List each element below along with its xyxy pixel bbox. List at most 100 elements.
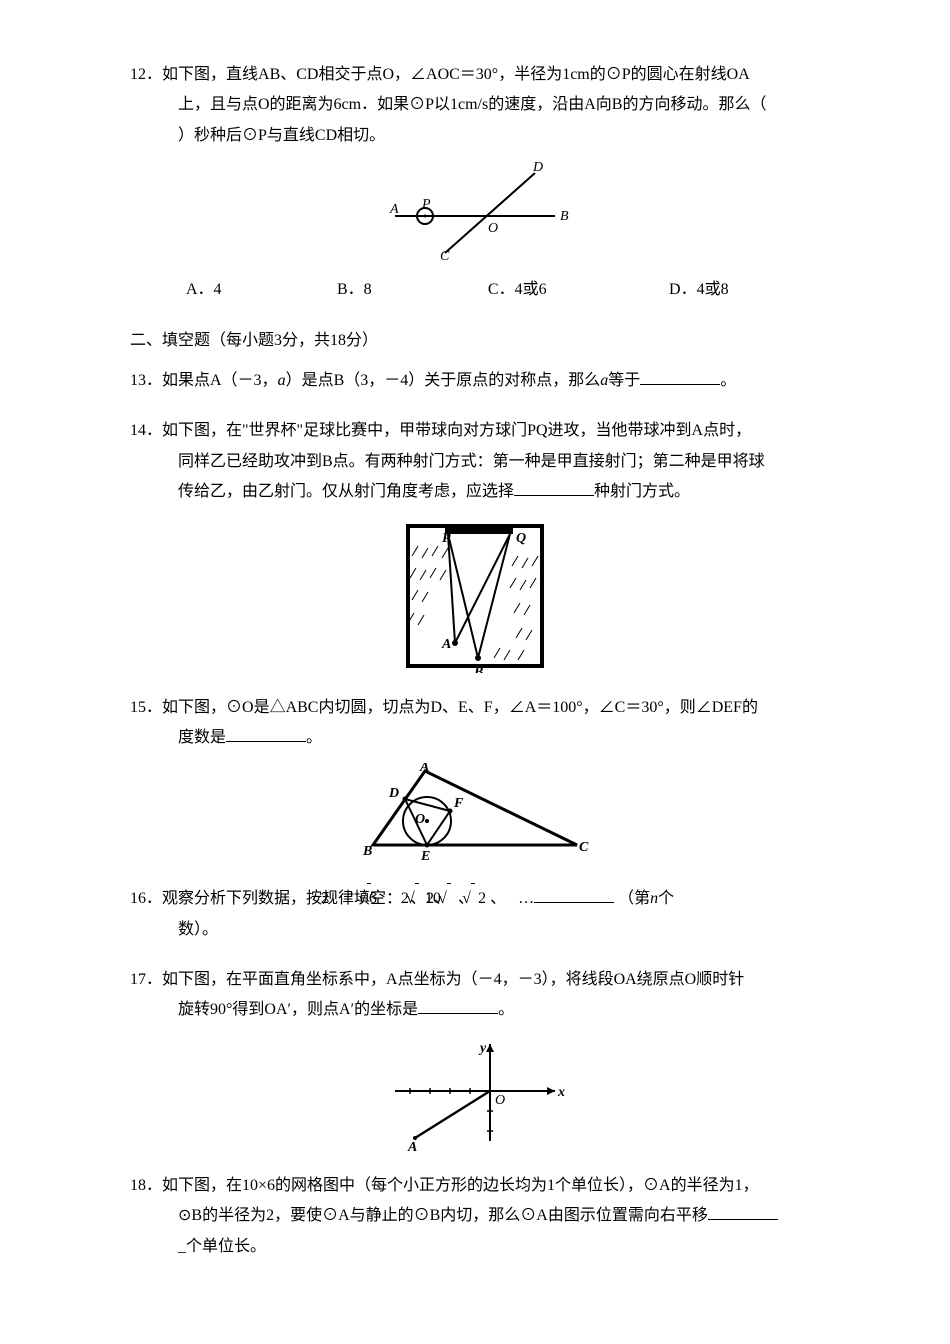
q13-var1: a (278, 372, 286, 389)
q13-blank (640, 369, 720, 385)
q12-line1: 12．如下图，直线AB、CD相交于点O，∠AOC＝30°，半径为1cm的⊙P的圆… (130, 60, 820, 90)
q18-t3: _个单位长。 (130, 1232, 820, 1262)
q12-opt-a: A．4 (186, 275, 337, 305)
svg-text:B: B (362, 844, 372, 859)
q17-t2b: ，则点 (291, 1001, 339, 1018)
q16-line1: 16．观察分析下列数据，按规律填空： √2、2、 √6、 2√2、 √10 … … (130, 883, 820, 914)
svg-text:y: y (478, 1041, 487, 1056)
q14-figure: P Q A B (130, 518, 820, 673)
svg-text:D: D (532, 161, 543, 175)
q17-line1: 17．如下图，在平面直角坐标系中，A点坐标为（－4，－3），将线段OA绕原点O顺… (130, 965, 820, 995)
question-16: 16．观察分析下列数据，按规律填空： √2、2、 √6、 2√2、 √10 … … (130, 883, 820, 945)
q15-blank (226, 726, 306, 742)
q12-svg: A P D B O C (360, 161, 590, 261)
q15-line2: 度数是 。 (130, 723, 820, 753)
q13-t1: 13．如果点A（－3， (130, 372, 278, 389)
q17-figure: y x O A (130, 1036, 820, 1151)
q15-line1: 15．如下图，⊙O是△ABC内切圆，切点为D、E、F，∠A＝100°，∠C＝30… (130, 693, 820, 723)
q14-t3: 传给乙，由乙射门。仅从射门角度考虑，应选择 (178, 483, 514, 500)
q14-t1: 如下图，在"世界杯"足球比赛中，甲带球向对方球门PQ进攻，当他带球冲到A点时， (162, 422, 751, 439)
q15-t1: 如下图，⊙O是△ABC内切圆，切点为D、E、F，∠A＝100°，∠C＝30°，则… (162, 699, 758, 716)
sqrt6-arg: 6 (415, 883, 419, 914)
question-15: 15．如下图，⊙O是△ABC内切圆，切点为D、E、F，∠A＝100°，∠C＝30… (130, 693, 820, 864)
q13-line: 13．如果点A（－3，a）是点B（3，－4）关于原点的对称点，那么a等于。 (130, 366, 820, 396)
q12-opt-d: D．4或8 (669, 275, 820, 305)
two-sqrt-2: 2√2 (478, 890, 490, 907)
svg-text:O: O (488, 221, 498, 236)
q17-line2: 旋转90°得到OA′，则点A′的坐标是 。 (130, 995, 820, 1025)
svg-text:A: A (407, 1140, 417, 1151)
q17-ap: A′ (339, 1001, 354, 1018)
q16-n: n (650, 890, 658, 907)
svg-text:B: B (473, 665, 483, 673)
q12-num: 12． (130, 66, 162, 83)
q16-dots: … (518, 890, 534, 907)
q16-t2: 数）。 (130, 915, 820, 945)
svg-text:Q: Q (516, 531, 526, 546)
q18-t1: 如下图，在10×6的网格图中（每个小正方形的边长均为1个单位长），⊙A的半径为1… (162, 1177, 759, 1194)
svg-text:C: C (440, 249, 450, 261)
svg-text:P: P (421, 197, 431, 212)
q18-t2: ⊙B的半径为2，要使⊙A与静止的⊙B内切，那么⊙A由图示位置需向右平移 (178, 1207, 708, 1224)
sqrt-6: √6 (454, 883, 458, 914)
question-12: 12．如下图，直线AB、CD相交于点O，∠AOC＝30°，半径为1cm的⊙P的圆… (130, 60, 820, 306)
q13-end: 。 (720, 372, 736, 389)
svg-text:A: A (441, 637, 451, 652)
q16-blank (534, 887, 614, 903)
section-2-title: 二、填空题（每小题3分，共18分） (130, 326, 820, 356)
svg-text:B: B (560, 209, 569, 224)
q17-t2c: 的坐标是 (354, 1001, 418, 1018)
q16-num: 16． (130, 890, 162, 907)
svg-text:D: D (388, 786, 399, 801)
q18-blank (708, 1204, 778, 1220)
svg-text:x: x (557, 1085, 565, 1100)
q18-num: 18． (130, 1177, 162, 1194)
q16-s2: 、 (490, 890, 506, 907)
q17-num: 17． (130, 971, 162, 988)
q14-blank (514, 480, 594, 496)
q17-t2a: 旋转90°得到 (178, 1001, 264, 1018)
svg-text:F: F (453, 796, 464, 811)
q12-options: A．4 B．8 C．4或6 D．4或8 (130, 275, 820, 305)
q18-line1: 18．如下图，在10×6的网格图中（每个小正方形的边长均为1个单位长），⊙A的半… (130, 1171, 820, 1201)
question-14: 14．如下图，在"世界杯"足球比赛中，甲带球向对方球门PQ进攻，当他带球冲到A点… (130, 416, 820, 672)
q12-text2: 上，且与点O的距离为6cm．如果⊙P以1cm/s的速度，沿由A向B的方向移动。那… (130, 90, 820, 120)
q17-blank (418, 998, 498, 1014)
q15-t2: 度数是 (178, 729, 226, 746)
q17-svg: y x O A (380, 1036, 570, 1151)
q17-t1: 如下图，在平面直角坐标系中，A点坐标为（－4，－3），将线段OA绕原点O顺时针 (162, 971, 744, 988)
svg-text:O: O (415, 812, 425, 827)
q17-end: 。 (498, 1001, 514, 1018)
q12-text1: 如下图，直线AB、CD相交于点O，∠AOC＝30°，半径为1cm的⊙P的圆心在射… (162, 66, 750, 83)
question-13: 13．如果点A（－3，a）是点B（3，－4）关于原点的对称点，那么a等于。 (130, 366, 820, 396)
q14-line3: 传给乙，由乙射门。仅从射门角度考虑，应选择 种射门方式。 (130, 477, 820, 507)
q15-svg: A B C D E F O (355, 763, 595, 863)
svg-text:A: A (419, 763, 429, 775)
sqrt-10: √10 (510, 883, 514, 914)
question-17: 17．如下图，在平面直角坐标系中，A点坐标为（－4，－3），将线段OA绕原点O顺… (130, 965, 820, 1151)
q12-opt-c: C．4或6 (488, 275, 669, 305)
q16-tail2: 个 (658, 890, 674, 907)
q12-opt-b: B．8 (337, 275, 488, 305)
q14-svg: P Q A B (400, 518, 550, 673)
q14-t4: 种射门方式。 (594, 483, 690, 500)
sqrt22-arg: 2 (447, 883, 451, 914)
svg-text:E: E (420, 849, 430, 863)
q17-oa: OA′ (264, 1001, 291, 1018)
q12-text3: ）秒种后⊙P与直线CD相切。 (130, 121, 820, 151)
svg-text:A: A (389, 202, 399, 217)
sqrt10-arg: 10 (471, 883, 475, 914)
question-18: 18．如下图，在10×6的网格图中（每个小正方形的边长均为1个单位长），⊙A的半… (130, 1171, 820, 1262)
svg-text:O: O (495, 1093, 505, 1108)
q13-t2: ）是点B（3，－4）关于原点的对称点，那么 (286, 372, 601, 389)
q15-end: 。 (306, 729, 322, 746)
svg-text:C: C (579, 840, 589, 855)
q18-line2: ⊙B的半径为2，要使⊙A与静止的⊙B内切，那么⊙A由图示位置需向右平移 (130, 1201, 820, 1231)
q14-t2: 同样乙已经助攻冲到B点。有两种射门方式：第一种是甲直接射门；第二种是甲将球 (130, 447, 820, 477)
q14-num: 14． (130, 422, 162, 439)
q12-figure: A P D B O C (130, 161, 820, 261)
q13-t3: 等于 (608, 372, 640, 389)
q15-num: 15． (130, 699, 162, 716)
svg-text:P: P (442, 531, 451, 546)
q16-tail1: （第 (618, 890, 650, 907)
